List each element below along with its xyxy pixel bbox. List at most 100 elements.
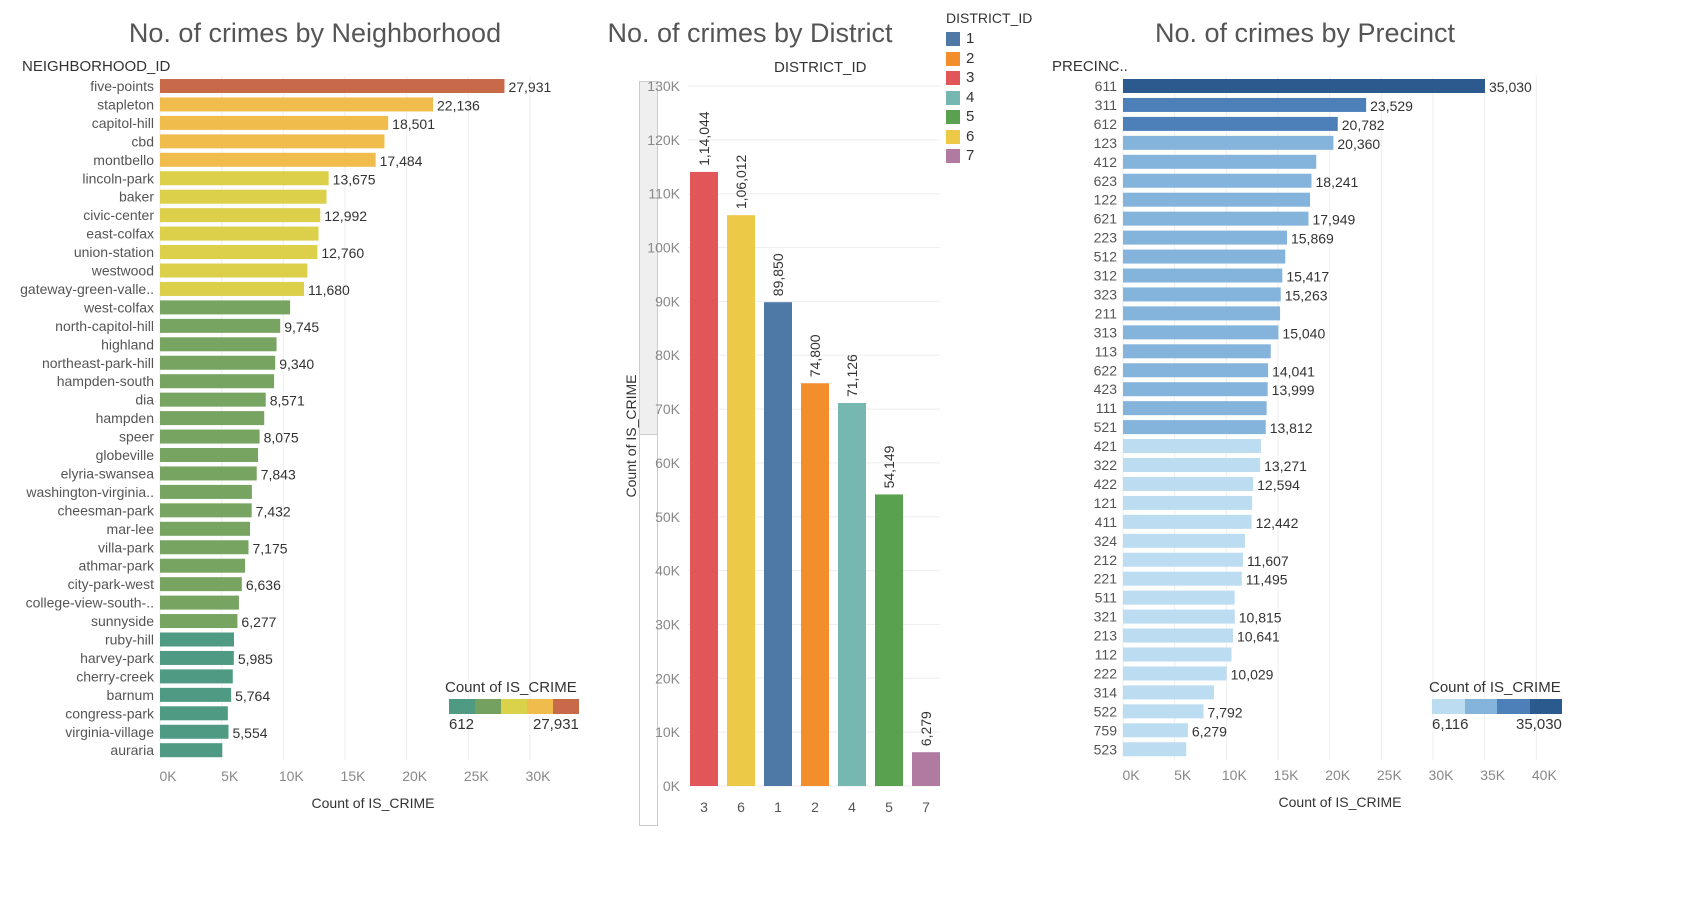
district-data-label: 1,06,012 xyxy=(733,154,749,209)
precinct-color-legend-title: Count of IS_CRIME xyxy=(1429,679,1561,696)
precinct-category-label: 412 xyxy=(1094,154,1118,170)
precinct-data-label: 35,030 xyxy=(1489,79,1532,95)
color-ramp-step xyxy=(475,699,501,714)
precinct-category-label: 759 xyxy=(1094,722,1118,738)
legend-label: 2 xyxy=(966,49,975,67)
neighborhood-data-label: 6,277 xyxy=(241,614,276,630)
neighborhood-category-label: union-station xyxy=(74,244,154,260)
neighborhood-data-label: 5,985 xyxy=(238,651,273,667)
neighborhood-x-tick: 10K xyxy=(279,768,305,784)
precinct-data-label: 13,812 xyxy=(1270,420,1313,436)
precinct-color-ramp xyxy=(1432,699,1562,714)
precinct-category-label: 421 xyxy=(1094,438,1118,454)
neighborhood-category-label: auraria xyxy=(110,742,154,758)
scrollbar-thumb[interactable] xyxy=(640,82,657,435)
neighborhood-category-label: east-colfax xyxy=(86,226,154,242)
legend-label: 3 xyxy=(966,69,975,86)
precinct-x-axis-label: Count of IS_CRIME xyxy=(1279,794,1402,810)
district-y-tick: 60K xyxy=(655,455,681,471)
precinct-data-label: 12,442 xyxy=(1256,515,1299,531)
neighborhood-scrollbar[interactable] xyxy=(639,81,658,826)
color-ramp-step xyxy=(553,699,579,714)
precinct-bar xyxy=(1123,514,1252,529)
neighborhood-category-label: baker xyxy=(119,189,154,205)
neighborhood-category-label: elyria-swansea xyxy=(61,465,155,481)
neighborhood-category-label: highland xyxy=(101,336,154,352)
precinct-bar xyxy=(1123,382,1268,397)
color-ramp-step xyxy=(501,699,527,714)
precinct-data-label: 15,417 xyxy=(1286,269,1329,285)
precinct-category-label: 322 xyxy=(1094,457,1118,473)
district-legend-title: DISTRICT_ID xyxy=(946,10,1033,26)
neighborhood-bar xyxy=(160,134,385,149)
precinct-x-tick: 10K xyxy=(1222,767,1248,783)
neighborhood-data-label: 6,636 xyxy=(246,577,281,593)
precinct-data-label: 15,263 xyxy=(1285,287,1328,303)
neighborhood-category-label: cherry-creek xyxy=(76,668,155,684)
precinct-bar xyxy=(1123,704,1204,719)
legend-label: 1 xyxy=(966,30,975,47)
precinct-category-label: 311 xyxy=(1095,97,1118,113)
precinct-data-label: 11,607 xyxy=(1247,553,1289,569)
district-x-tick: 1 xyxy=(774,799,782,815)
precinct-data-label: 20,782 xyxy=(1342,117,1385,133)
precinct-bar xyxy=(1123,439,1261,454)
neighborhood-bar xyxy=(160,337,277,352)
district-y-tick: 70K xyxy=(655,401,681,417)
precinct-x-tick: 35K xyxy=(1480,767,1506,783)
precinct-x-tick: 0K xyxy=(1122,767,1140,783)
district-column-header[interactable]: DISTRICT_ID xyxy=(774,59,867,76)
district-data-label: 74,800 xyxy=(807,334,823,377)
neighborhood-bar xyxy=(160,374,275,389)
neighborhood-bar xyxy=(160,152,376,167)
district-y-tick: 100K xyxy=(647,240,680,256)
neighborhood-row-header[interactable]: NEIGHBORHOOD_ID xyxy=(22,58,171,75)
neighborhood-bar xyxy=(160,595,239,610)
neighborhood-category-label: civic-center xyxy=(83,207,154,223)
neighborhood-data-label: 5,554 xyxy=(232,725,267,741)
precinct-data-label: 10,815 xyxy=(1239,610,1282,626)
district-chart-title: No. of crimes by District xyxy=(607,18,893,48)
neighborhood-bar xyxy=(160,411,265,426)
precinct-row-header[interactable]: PRECINC.. xyxy=(1052,58,1128,75)
neighborhood-category-label: sunnyside xyxy=(91,613,154,629)
precinct-bar xyxy=(1123,401,1267,416)
neighborhood-x-tick: 20K xyxy=(402,768,428,784)
neighborhood-data-label: 7,843 xyxy=(261,466,296,482)
precinct-category-label: 212 xyxy=(1094,552,1118,568)
neighborhood-category-label: gateway-green-valle.. xyxy=(20,281,154,297)
district-bar xyxy=(875,494,903,786)
precinct-bar xyxy=(1123,495,1253,510)
district-bar xyxy=(912,752,940,786)
district-y-axis-label: Count of IS_CRIME xyxy=(623,375,639,498)
precinct-bar xyxy=(1123,363,1269,378)
precinct-category-label: 324 xyxy=(1094,533,1118,549)
color-ramp-step xyxy=(449,699,475,714)
neighborhood-data-label: 8,571 xyxy=(270,393,305,409)
neighborhood-bar xyxy=(160,448,259,462)
precinct-data-label: 15,040 xyxy=(1282,325,1325,341)
district-y-tick: 20K xyxy=(655,670,681,686)
district-x-tick: 7 xyxy=(922,799,930,815)
precinct-bar xyxy=(1123,135,1334,150)
neighborhood-bar xyxy=(160,355,276,370)
district-y-tick: 10K xyxy=(655,724,681,740)
neighborhood-bar xyxy=(160,632,234,647)
neighborhood-bar xyxy=(160,743,223,758)
district-data-label: 1,14,044 xyxy=(696,111,712,166)
precinct-bar xyxy=(1123,420,1266,435)
neighborhood-bar xyxy=(160,97,434,112)
precinct-bar xyxy=(1123,325,1279,340)
precinct-chart-title: No. of crimes by Precinct xyxy=(1154,18,1456,48)
precinct-bar xyxy=(1123,287,1281,302)
precinct-category-label: 423 xyxy=(1094,381,1118,397)
precinct-data-label: 10,641 xyxy=(1237,629,1280,645)
district-y-tick: 80K xyxy=(655,347,681,363)
neighborhood-x-axis-label: Count of IS_CRIME xyxy=(312,795,435,811)
precinct-category-label: 511 xyxy=(1095,590,1118,606)
neighborhood-bar xyxy=(160,392,266,407)
neighborhood-category-label: virginia-village xyxy=(65,724,154,740)
precinct-bar xyxy=(1123,97,1367,112)
precinct-color-min: 6,116 xyxy=(1432,716,1469,733)
neighborhood-category-label: west-colfax xyxy=(83,299,154,315)
